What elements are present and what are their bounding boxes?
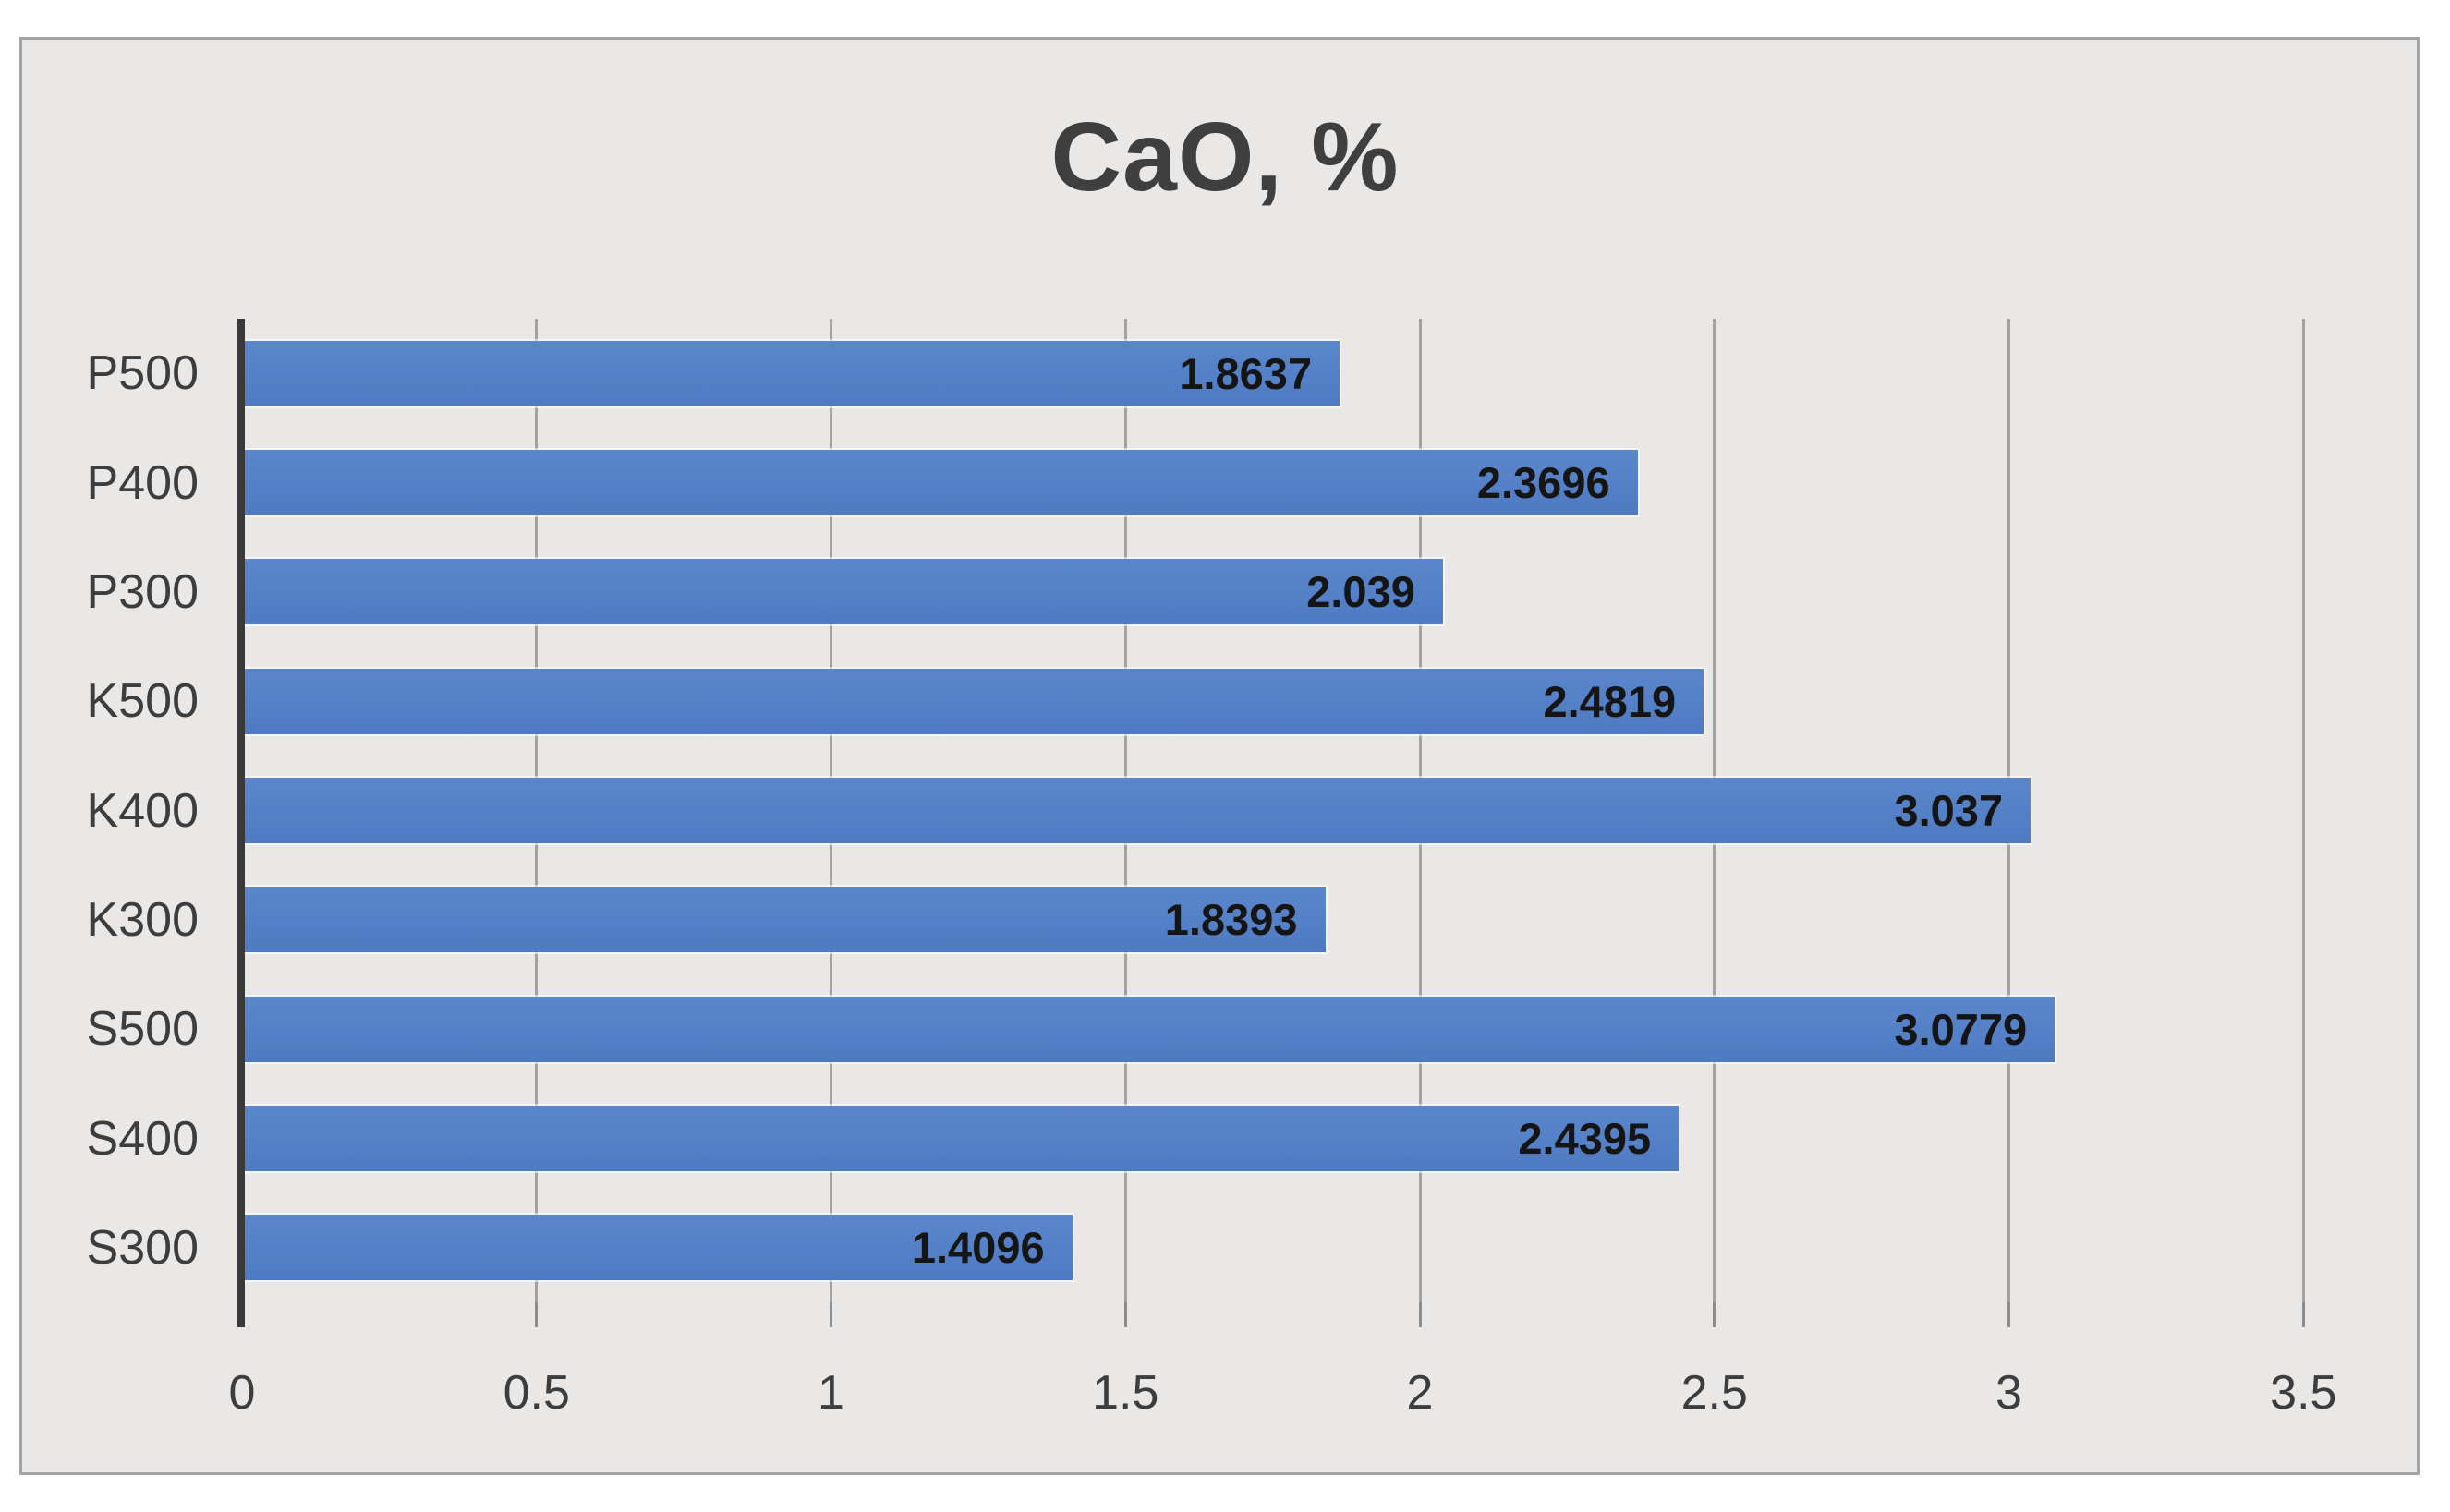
chart-title: CaO, % bbox=[1050, 103, 1400, 212]
bar-P300 bbox=[242, 559, 1443, 625]
bar-value-label-P400: 2.3696 bbox=[1476, 458, 1610, 507]
bar-value-label-P500: 1.8637 bbox=[1179, 348, 1313, 398]
bar-value-label-S300: 1.4096 bbox=[911, 1223, 1045, 1273]
x-tick-label-3: 3 bbox=[1995, 1366, 2022, 1420]
bar-value-label-S400: 2.4395 bbox=[1518, 1114, 1652, 1163]
category-label-P300: P300 bbox=[86, 564, 199, 619]
category-label-P500: P500 bbox=[86, 346, 199, 401]
x-tick-label-3.5: 3.5 bbox=[2270, 1366, 2337, 1420]
x-tick-label-2: 2 bbox=[1406, 1366, 1434, 1420]
x-axis-tick-2.5 bbox=[1713, 1302, 1716, 1327]
bar-value-label-K500: 2.4819 bbox=[1543, 676, 1677, 726]
category-label-K500: K500 bbox=[86, 674, 199, 729]
category-label-S300: S300 bbox=[86, 1220, 199, 1275]
x-tick-label-0: 0 bbox=[228, 1366, 256, 1420]
category-label-P400: P400 bbox=[86, 455, 199, 510]
bar-K400 bbox=[242, 778, 2032, 843]
category-label-K400: K400 bbox=[86, 783, 199, 838]
x-tick-label-1: 1 bbox=[818, 1366, 844, 1420]
bar-K500 bbox=[242, 668, 1704, 734]
bar-S400 bbox=[242, 1106, 1680, 1171]
x-tick-label-2.5: 2.5 bbox=[1680, 1366, 1748, 1420]
x-tick-label-1.5: 1.5 bbox=[1092, 1366, 1159, 1420]
bar-S500 bbox=[242, 996, 2056, 1062]
bar-P400 bbox=[242, 450, 1638, 515]
category-label-S500: S500 bbox=[86, 1002, 199, 1057]
x-tick-label-0.5: 0.5 bbox=[503, 1366, 570, 1420]
category-label-K300: K300 bbox=[86, 892, 199, 947]
bar-value-label-K400: 3.037 bbox=[1894, 786, 2004, 835]
category-label-S400: S400 bbox=[86, 1111, 199, 1166]
category-axis-line bbox=[237, 319, 245, 1327]
x-axis-tick-2 bbox=[1418, 1302, 1422, 1327]
x-axis-tick-3.5 bbox=[2301, 1302, 2305, 1327]
bar-value-label-S500: 3.0779 bbox=[1894, 1004, 2028, 1054]
x-axis-tick-3 bbox=[2007, 1302, 2010, 1327]
gridline-3.5 bbox=[2301, 319, 2305, 1302]
bar-value-label-P300: 2.039 bbox=[1306, 567, 1415, 617]
x-axis-tick-0.5 bbox=[535, 1302, 539, 1327]
bar-value-label-K300: 1.8393 bbox=[1164, 895, 1298, 945]
x-axis-tick-1.5 bbox=[1123, 1302, 1127, 1327]
x-axis-tick-1 bbox=[830, 1302, 832, 1327]
bar-P500 bbox=[242, 340, 1340, 406]
bar-K300 bbox=[242, 887, 1326, 953]
bar-S300 bbox=[242, 1215, 1073, 1281]
